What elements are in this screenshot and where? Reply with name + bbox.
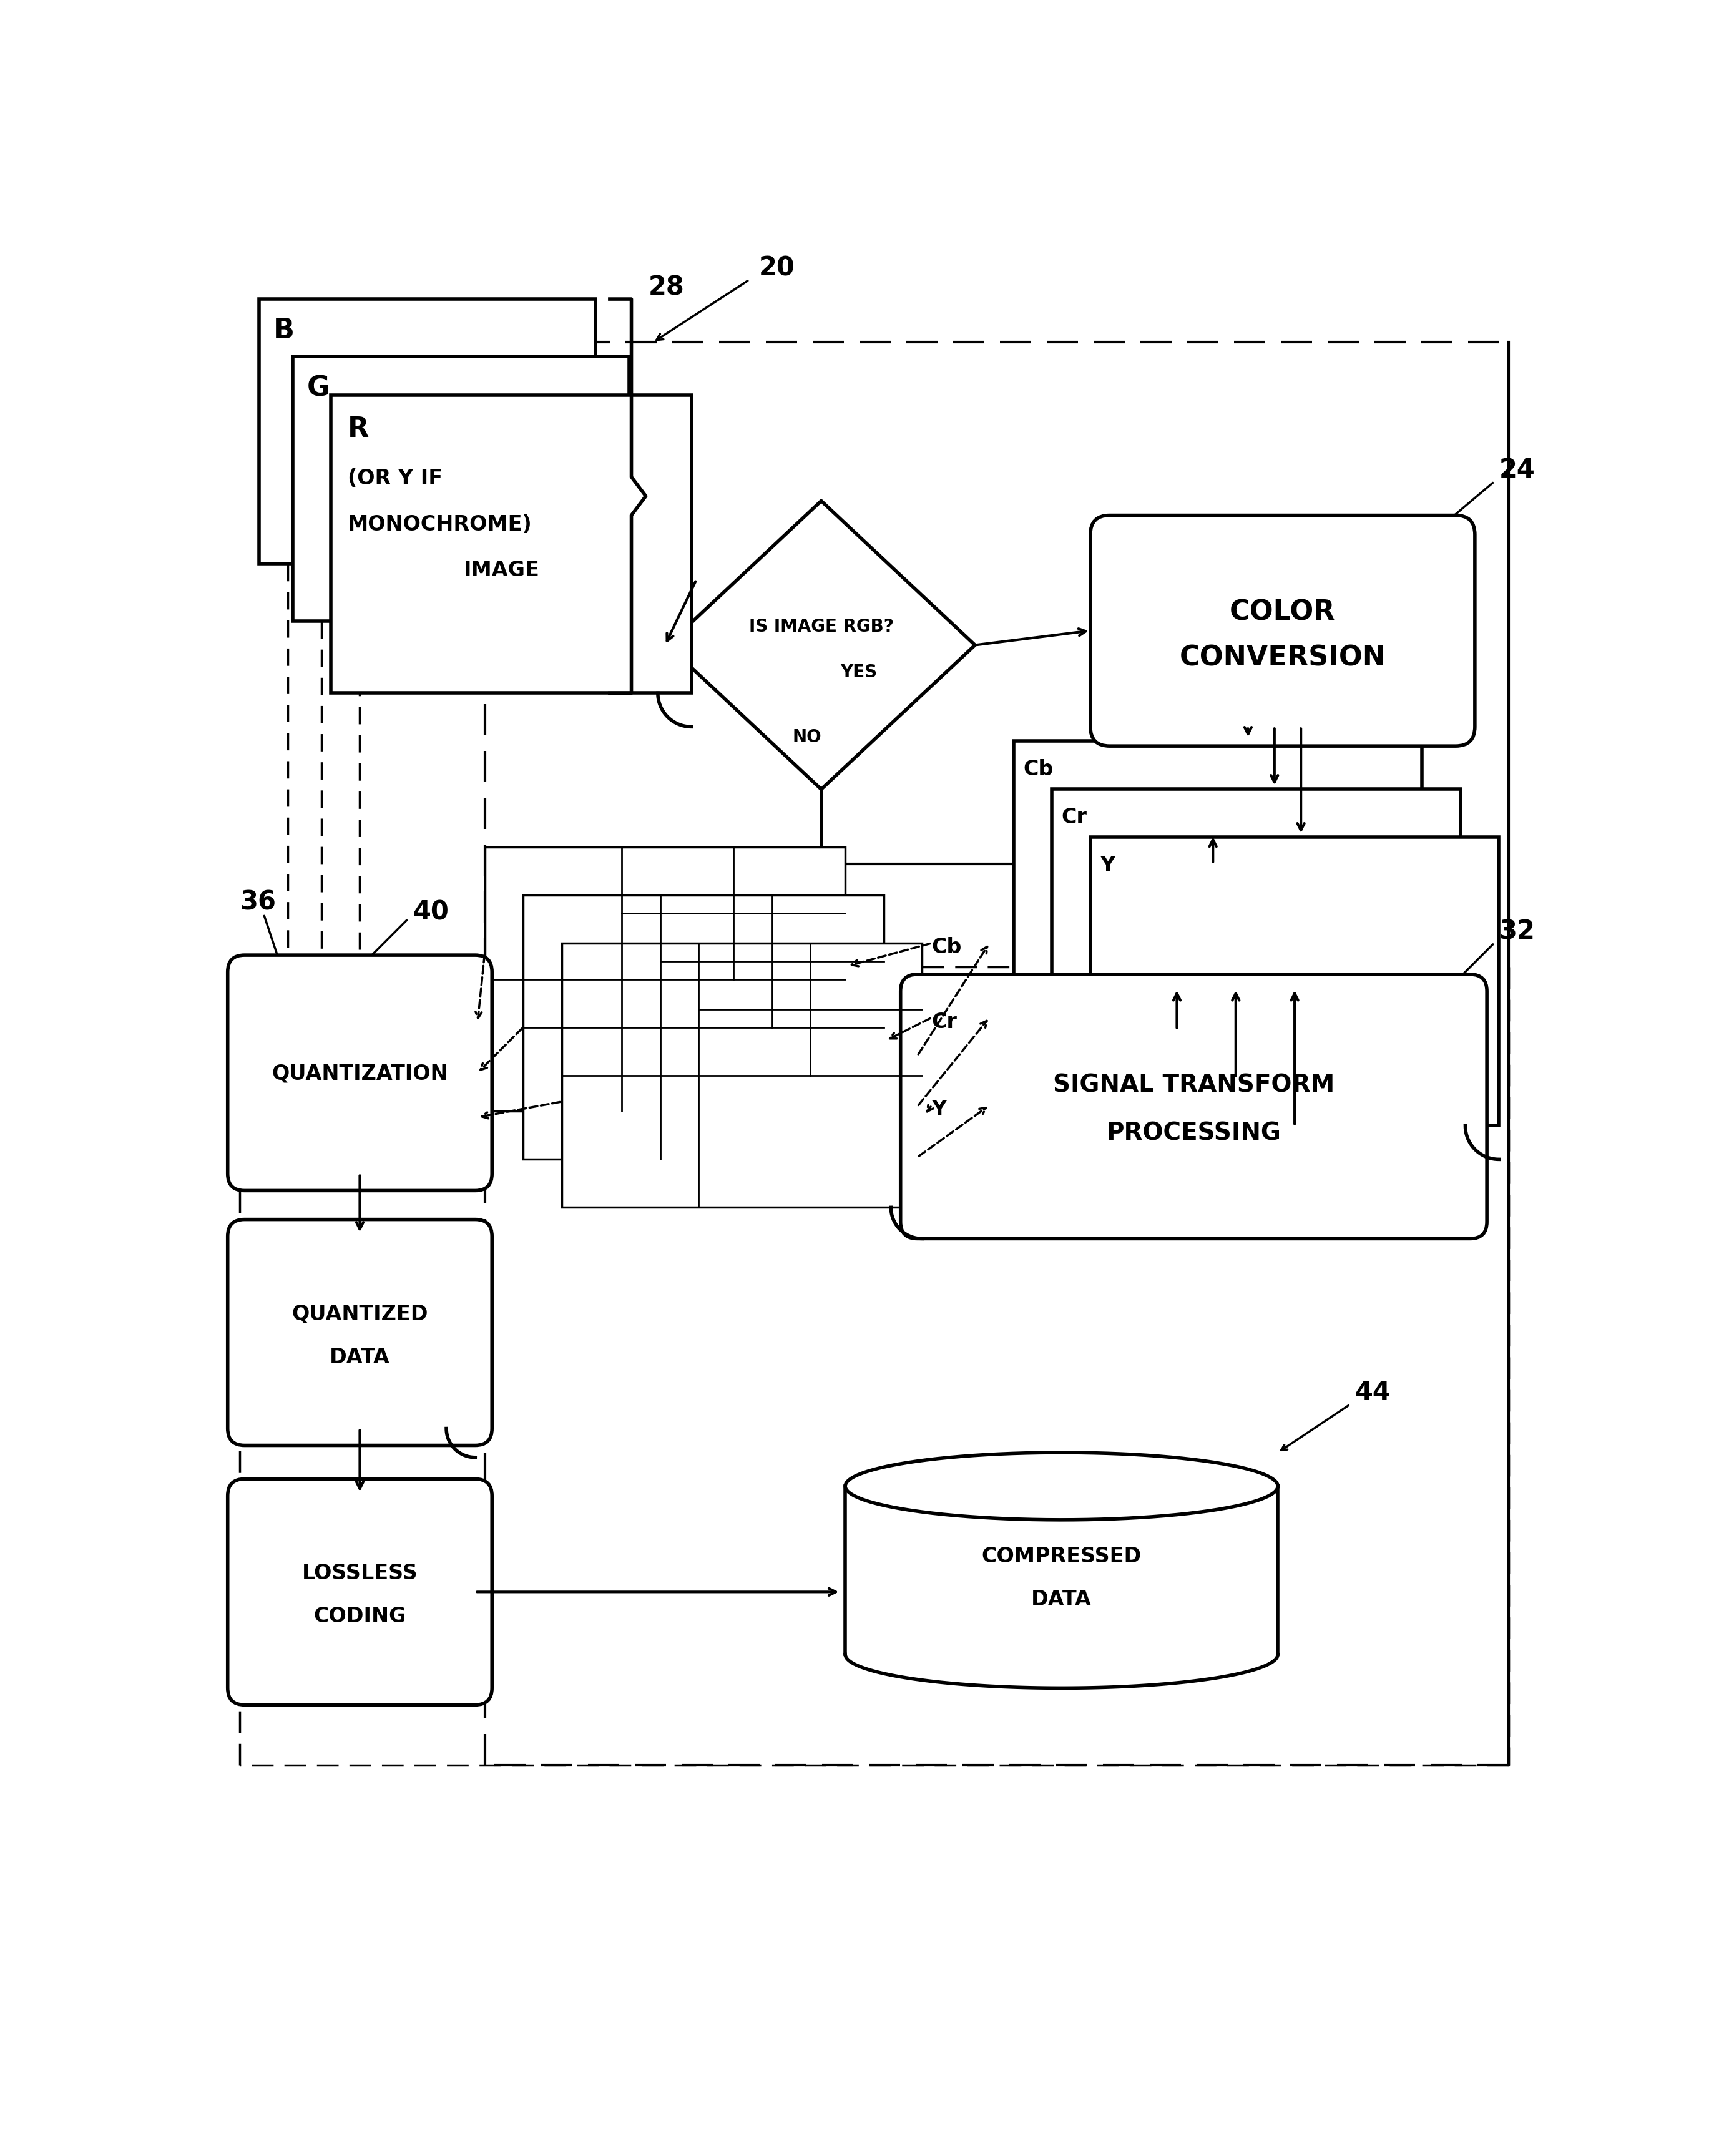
- Text: COMPRESSED: COMPRESSED: [982, 1546, 1141, 1567]
- Text: QUANTIZED: QUANTIZED: [292, 1302, 429, 1324]
- Text: QUANTIZATION: QUANTIZATION: [271, 1063, 448, 1084]
- Bar: [1051, 789, 1461, 1078]
- Bar: [484, 847, 845, 1112]
- Polygon shape: [845, 1453, 1278, 1520]
- Text: PROCESSING: PROCESSING: [1107, 1121, 1281, 1145]
- Text: (OR Y IF: (OR Y IF: [348, 468, 443, 489]
- Bar: [524, 895, 884, 1160]
- Text: YES: YES: [840, 664, 877, 681]
- Bar: [562, 944, 922, 1207]
- Text: B: B: [273, 317, 294, 343]
- Text: 40: 40: [413, 899, 450, 925]
- Polygon shape: [667, 502, 975, 789]
- Text: 24: 24: [1499, 457, 1535, 483]
- Text: Cb: Cb: [932, 938, 961, 957]
- Text: Cr: Cr: [932, 1011, 958, 1033]
- Text: DATA: DATA: [1030, 1589, 1091, 1611]
- Bar: [259, 300, 595, 565]
- Bar: [845, 1485, 1278, 1654]
- FancyBboxPatch shape: [1091, 515, 1475, 746]
- Bar: [330, 397, 692, 694]
- Text: 44: 44: [1356, 1380, 1390, 1406]
- Text: 28: 28: [648, 274, 685, 300]
- Bar: [1013, 742, 1421, 1031]
- Text: CONVERSION: CONVERSION: [1179, 645, 1387, 671]
- Text: CODING: CODING: [313, 1606, 406, 1626]
- Text: SIGNAL TRANSFORM: SIGNAL TRANSFORM: [1053, 1074, 1335, 1097]
- Text: 36: 36: [240, 888, 277, 916]
- Text: Cb: Cb: [1024, 759, 1053, 780]
- FancyBboxPatch shape: [228, 955, 493, 1190]
- FancyBboxPatch shape: [228, 1479, 493, 1705]
- Text: LOSSLESS: LOSSLESS: [303, 1563, 418, 1583]
- Text: IMAGE: IMAGE: [463, 561, 539, 580]
- FancyBboxPatch shape: [901, 975, 1487, 1240]
- Text: Y: Y: [1100, 856, 1115, 875]
- Text: MONOCHROME): MONOCHROME): [348, 513, 533, 535]
- Bar: [1091, 839, 1499, 1125]
- Text: IS IMAGE RGB?: IS IMAGE RGB?: [749, 617, 894, 636]
- Text: NO: NO: [792, 729, 821, 746]
- Bar: [292, 358, 629, 621]
- Text: G: G: [308, 375, 330, 401]
- Text: COLOR: COLOR: [1229, 599, 1335, 625]
- Text: Y: Y: [932, 1100, 947, 1119]
- Text: 20: 20: [759, 254, 795, 280]
- FancyBboxPatch shape: [228, 1220, 493, 1445]
- Text: R: R: [348, 416, 370, 442]
- Text: DATA: DATA: [330, 1345, 391, 1367]
- Text: Cr: Cr: [1062, 806, 1088, 828]
- Text: 32: 32: [1499, 918, 1535, 944]
